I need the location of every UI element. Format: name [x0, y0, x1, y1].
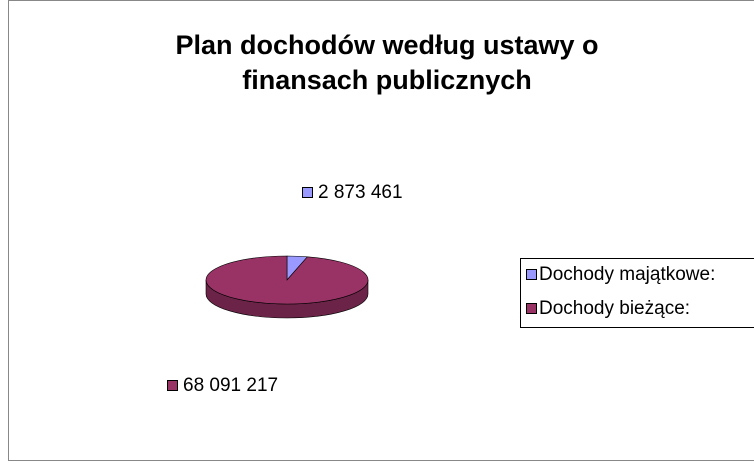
- legend-label: Dochody bieżące:: [539, 298, 690, 319]
- data-label: 2 873 461: [318, 182, 403, 203]
- chart-title: Plan dochodów według ustawy o finansach …: [175, 30, 599, 95]
- legend-key: [526, 303, 537, 314]
- pie-slice: [205, 255, 369, 305]
- legend-label: Dochody majątkowe:: [539, 264, 715, 285]
- data-label-key: [302, 187, 313, 198]
- chart-frame: [8, 0, 754, 461]
- legend-key: [526, 269, 537, 280]
- legend-box: [520, 258, 754, 328]
- data-label: 68 091 217: [183, 375, 278, 396]
- data-label-key: [167, 380, 178, 391]
